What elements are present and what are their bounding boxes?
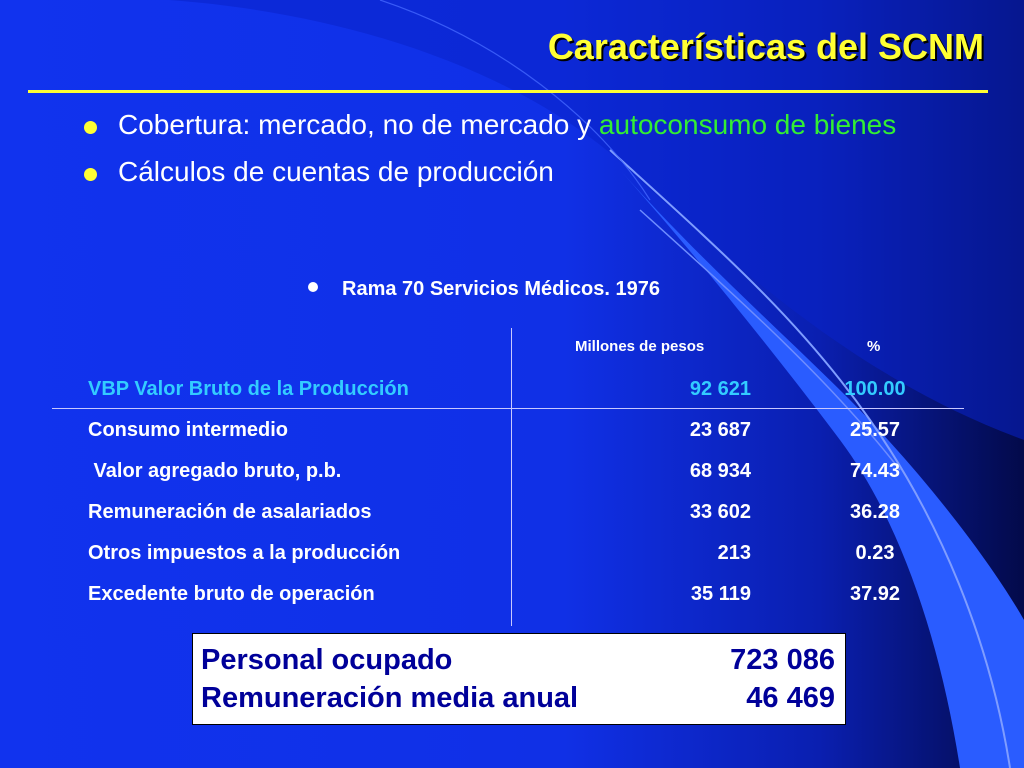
row-value: 23 687 — [689, 419, 751, 441]
summary-value: 46 469 — [746, 682, 835, 714]
bullet-item-cobertura: Cobertura: mercado, no de mercado y auto… — [82, 108, 982, 141]
summary-row-remuneracion: Remuneración media anual 46 469 — [201, 682, 835, 720]
table-vertical-divider — [511, 328, 512, 626]
title-divider — [28, 90, 988, 93]
row-value: 213 — [717, 542, 751, 564]
row-label: Valor agregado bruto, p.b. — [88, 460, 342, 482]
summary-value: 723 086 — [730, 644, 835, 676]
row-label: Consumo intermedio — [88, 419, 289, 441]
table-horizontal-divider — [52, 408, 964, 409]
table-row: Otros impuestos a la producción 213 0.23 — [0, 542, 1024, 572]
bullet-highlight-text: autoconsumo de bienes — [598, 109, 897, 140]
table-row: VBP Valor Bruto de la Producción 92 621 … — [0, 378, 1024, 408]
row-label: Excedente bruto de operación — [88, 583, 375, 605]
row-value: 33 602 — [689, 501, 751, 523]
summary-label: Remuneración media anual — [201, 682, 579, 714]
bullet-text: Cálculos de cuentas de producción — [118, 156, 554, 187]
slide-title: Características del SCNM — [547, 26, 984, 67]
row-percent: 36.28 — [849, 501, 901, 523]
summary-row-personal: Personal ocupado 723 086 — [201, 644, 835, 682]
column-header-millones: Millones de pesos — [575, 338, 705, 355]
row-label: Remuneración de asalariados — [88, 501, 372, 523]
sub-bullet-dot-icon — [308, 282, 318, 292]
bullet-text: Cobertura: mercado, no de mercado y — [118, 109, 599, 140]
sub-bullet-rama: Rama 70 Servicios Médicos. 1976 — [308, 278, 660, 301]
bullet-list: Cobertura: mercado, no de mercado y auto… — [82, 108, 982, 202]
sub-bullet-text: Rama 70 Servicios Médicos. 1976 — [342, 278, 660, 300]
row-value: 35 119 — [690, 583, 751, 605]
row-percent: 37.92 — [849, 583, 901, 605]
row-value: 92 621 — [689, 378, 751, 400]
column-header-percent: % — [867, 338, 881, 355]
row-percent: 74.43 — [849, 460, 901, 482]
row-value: 68 934 — [689, 460, 751, 482]
bullet-dot-icon — [84, 168, 97, 181]
row-percent: 0.23 — [855, 542, 895, 564]
summary-box: Personal ocupado 723 086 Remuneración me… — [192, 633, 846, 725]
table-row: Remuneración de asalariados 33 602 36.28 — [0, 501, 1024, 531]
summary-label: Personal ocupado — [201, 644, 453, 676]
table-row: Consumo intermedio 23 687 25.57 — [0, 419, 1024, 449]
table-row: Excedente bruto de operación 35 119 37.9… — [0, 583, 1024, 613]
table-row: Valor agregado bruto, p.b. 68 934 74.43 — [0, 460, 1024, 490]
row-label: Otros impuestos a la producción — [88, 542, 401, 564]
row-percent: 25.57 — [849, 419, 901, 441]
bullet-dot-icon — [84, 121, 97, 134]
bullet-item-calculos: Cálculos de cuentas de producción — [82, 155, 982, 188]
row-label: VBP Valor Bruto de la Producción — [88, 378, 409, 400]
row-percent: 100.00 — [844, 378, 906, 400]
